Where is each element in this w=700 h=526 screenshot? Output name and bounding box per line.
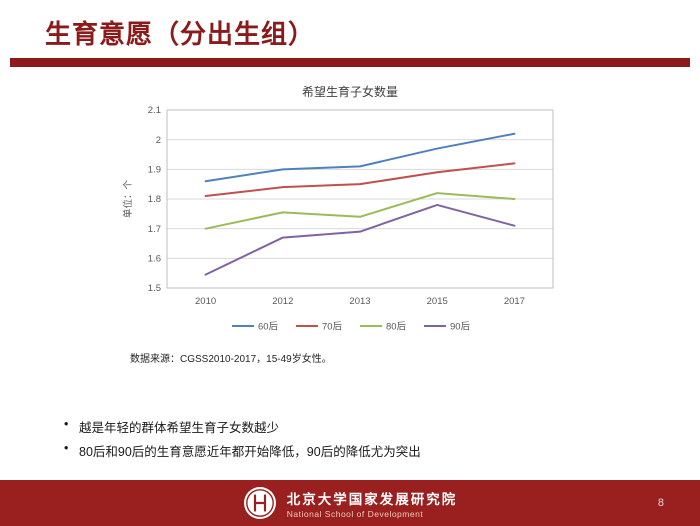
bullet-list: 越是年轻的群体希望生育子女数越少 80后和90后的生育意愿近年都开始降低，90后… bbox=[62, 417, 700, 460]
bullet-item: 80后和90后的生育意愿近年都开始降低，90后的降低尤为突出 bbox=[62, 441, 700, 460]
org-name-block: 北京大学国家发展研究院 National School of Developme… bbox=[287, 488, 458, 519]
svg-text:2.1: 2.1 bbox=[148, 105, 161, 116]
svg-text:2015: 2015 bbox=[427, 296, 448, 307]
svg-text:1.9: 1.9 bbox=[148, 165, 161, 176]
pku-seal-logo bbox=[243, 486, 277, 520]
bullet-item: 越是年轻的群体希望生育子女数越少 bbox=[62, 417, 700, 436]
slide-title: 生育意愿（分出生组） bbox=[45, 19, 316, 49]
svg-text:2013: 2013 bbox=[349, 296, 370, 307]
chart-title: 希望生育子女数量 bbox=[301, 85, 398, 99]
fertility-intention-chart: 希望生育子女数量 1.5 1.6 1.7 1.8 1.9 2 2.1 2010 2012 2013… bbox=[115, 83, 585, 342]
line-chart-canvas: 1.5 1.6 1.7 1.8 1.9 2 2.1 2010 2012 2013 2015 2017 单… bbox=[122, 105, 554, 333]
svg-text:2017: 2017 bbox=[504, 296, 525, 307]
svg-text:60后: 60后 bbox=[258, 322, 279, 333]
source-note: 数据来源：CGSS2010-2017，15-49岁女性。 bbox=[130, 354, 332, 365]
svg-text:90后: 90后 bbox=[450, 322, 471, 333]
svg-text:80后: 80后 bbox=[386, 322, 407, 333]
svg-text:2010: 2010 bbox=[195, 296, 216, 307]
svg-text:单位：个: 单位：个 bbox=[122, 180, 134, 219]
svg-text:2012: 2012 bbox=[272, 296, 293, 307]
svg-text:1.6: 1.6 bbox=[148, 254, 161, 265]
org-name-cn: 北京大学国家发展研究院 bbox=[286, 491, 458, 507]
footer-bar: 北京大学国家发展研究院 National School of Developme… bbox=[0, 480, 700, 526]
svg-text:1.5: 1.5 bbox=[148, 283, 161, 294]
footer-brand: 北京大学国家发展研究院 National School of Developme… bbox=[243, 486, 458, 520]
page-number: 8 bbox=[657, 497, 664, 509]
title-divider bbox=[10, 58, 690, 67]
slide-header: 生育意愿（分出生组） bbox=[0, 0, 700, 51]
org-name-en: National School of Development bbox=[286, 508, 424, 519]
svg-text:1.7: 1.7 bbox=[148, 224, 161, 235]
svg-text:70后: 70后 bbox=[322, 322, 343, 333]
svg-text:1.8: 1.8 bbox=[148, 194, 161, 205]
svg-text:2: 2 bbox=[156, 135, 161, 146]
